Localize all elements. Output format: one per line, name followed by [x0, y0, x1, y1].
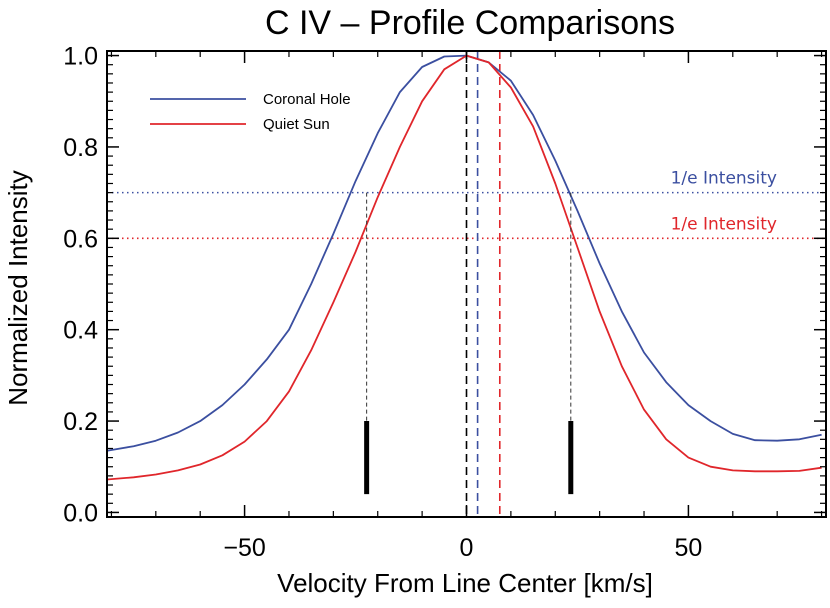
- plot-content: [107, 51, 826, 517]
- axis-ticks: −50 0 50 0.0 0.2 0.4 0.6 0.8 1.0: [63, 43, 826, 562]
- x-axis-label: Velocity From Line Center [km/s]: [277, 568, 653, 598]
- series-line-1: [107, 54, 822, 481]
- y-tick-label-1: 0.2: [63, 408, 98, 436]
- intensity-label-1: 1/e Intensity: [671, 214, 777, 234]
- y-tick-label-4: 0.8: [63, 134, 98, 162]
- x-tick-label-0: −50: [223, 534, 265, 562]
- y-tick-label-5: 1.0: [63, 43, 98, 71]
- x-tick-label-2: 50: [675, 534, 703, 562]
- y-tick-label-0: 0.0: [63, 499, 98, 527]
- y-axis-label: Normalized Intensity: [3, 170, 33, 406]
- x-tick-label-1: 0: [460, 534, 474, 562]
- y-tick-label-3: 0.6: [63, 225, 98, 253]
- plot-area: 1/e Intensity 1/e Intensity: [107, 51, 826, 517]
- legend-label-1: Quiet Sun: [263, 116, 330, 133]
- y-tick-label-2: 0.4: [63, 317, 98, 345]
- chart-title: C IV – Profile Comparisons: [265, 4, 675, 42]
- legend: Coronal Hole Quiet Sun: [150, 91, 351, 133]
- intensity-label-0: 1/e Intensity: [671, 169, 777, 189]
- series-line-0: [107, 54, 822, 452]
- legend-label-0: Coronal Hole: [263, 91, 351, 108]
